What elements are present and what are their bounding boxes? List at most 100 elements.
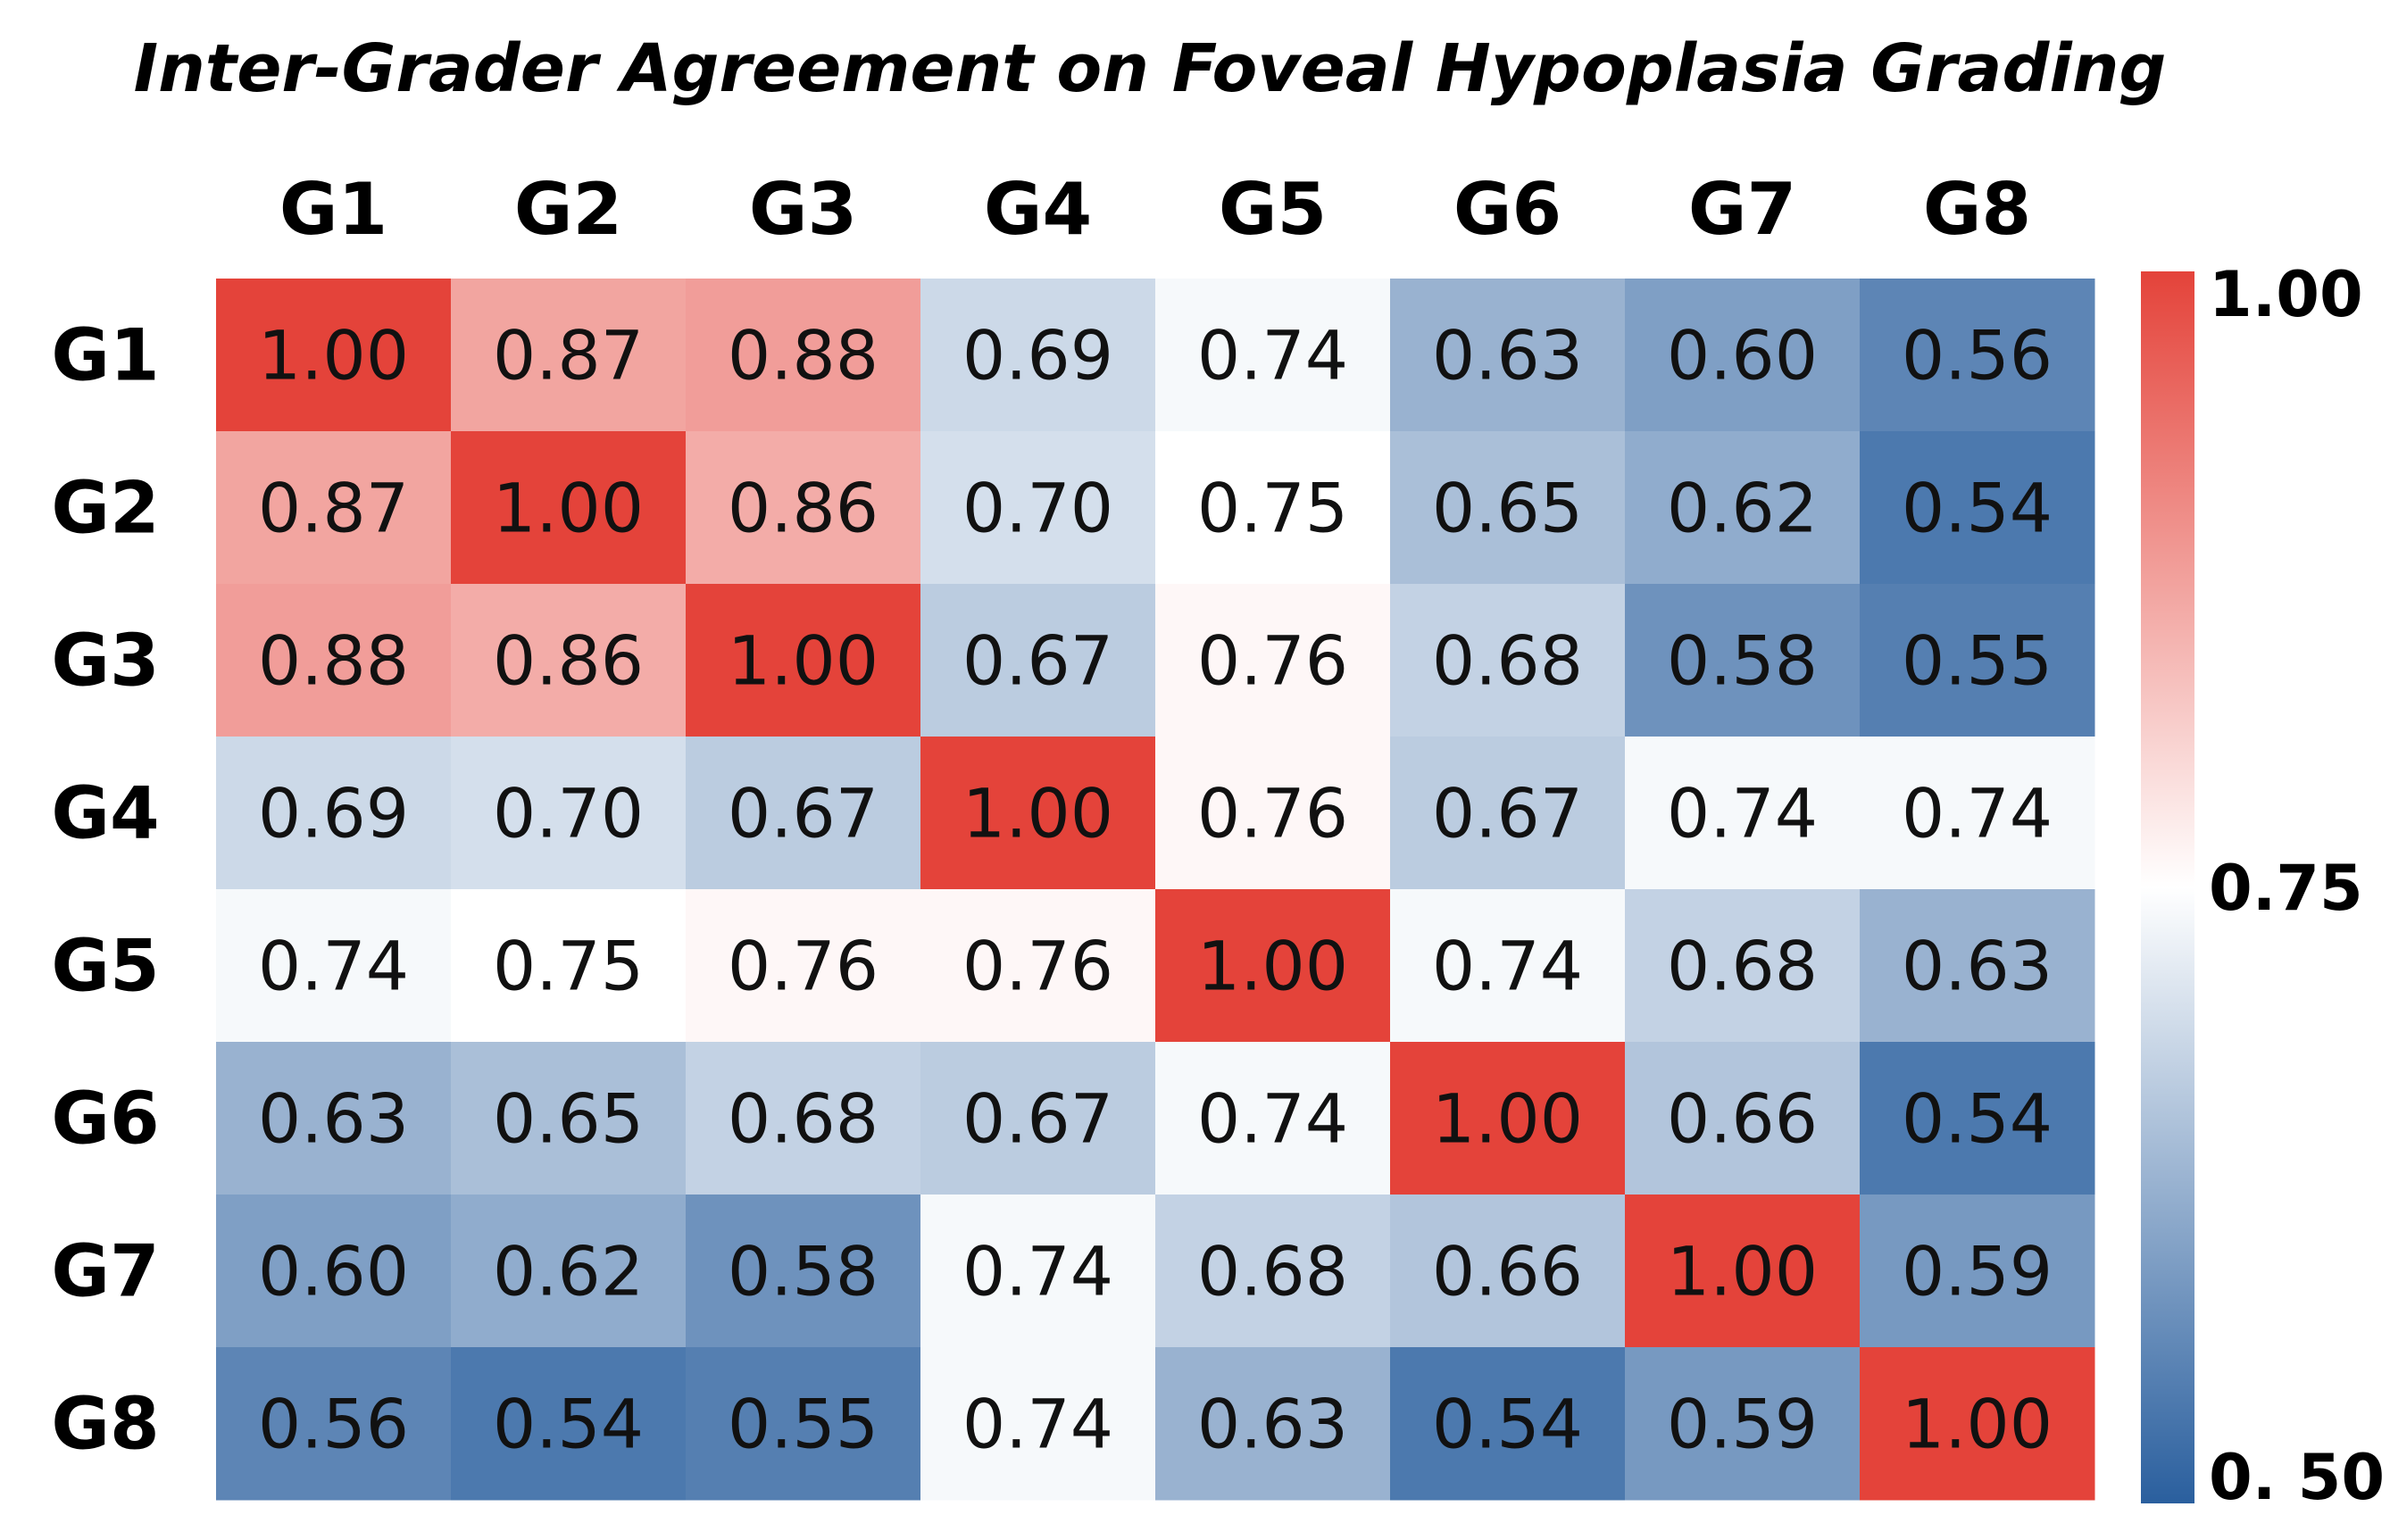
heatmap-cell — [920, 584, 1156, 737]
heatmap-cell — [1155, 737, 1391, 890]
heatmap-cell — [1625, 584, 1861, 737]
heatmap-cell — [1860, 431, 2095, 585]
cell-value-label: 1.00 — [1197, 927, 1348, 1006]
heatmap-cell — [686, 1042, 921, 1195]
column-label: G3 — [749, 168, 857, 251]
cell-value-label: 0.76 — [728, 927, 879, 1006]
cell-value-label: 0.55 — [1902, 621, 2053, 701]
cell-value-label: 0.63 — [1902, 927, 2053, 1006]
heatmap-cell — [686, 584, 921, 737]
row-label: G5 — [51, 925, 159, 1008]
heatmap-cell — [1155, 1195, 1391, 1348]
cell-value-label: 0.65 — [493, 1079, 644, 1159]
heatmap-cell — [1390, 279, 1626, 432]
cell-value-label: 1.00 — [1902, 1385, 2053, 1464]
heatmap-cell — [1390, 889, 1626, 1043]
heatmap-cell — [1860, 889, 2095, 1043]
colorbar-tick-label: 0. 50 — [2209, 1441, 2385, 1514]
cell-value-label: 0.76 — [1197, 621, 1348, 701]
column-label: G1 — [279, 168, 387, 251]
heatmap-cell — [1155, 584, 1391, 737]
cell-value-label: 0.74 — [1432, 927, 1583, 1006]
heatmap-cell — [686, 431, 921, 585]
cell-value-label: 0.86 — [493, 621, 644, 701]
heatmap-cell — [216, 889, 452, 1043]
cell-value-label: 1.00 — [962, 774, 1113, 853]
heatmap-cell — [1390, 1042, 1626, 1195]
row-label: G7 — [51, 1230, 159, 1313]
heatmap-cell — [1625, 1195, 1861, 1348]
cell-value-label: 0.63 — [258, 1079, 409, 1159]
cell-value-label: 0.59 — [1902, 1232, 2053, 1311]
cell-value-label: 0.68 — [1432, 621, 1583, 701]
cell-value-label: 1.00 — [728, 621, 879, 701]
cell-value-label: 0.88 — [258, 621, 409, 701]
heatmap-cell — [920, 1195, 1156, 1348]
cell-value-label: 0.58 — [728, 1232, 879, 1311]
row-label: G6 — [51, 1078, 159, 1161]
heatmap-cell — [1860, 1042, 2095, 1195]
column-label: G6 — [1453, 168, 1561, 251]
row-label: G3 — [51, 620, 159, 703]
heatmap-cell — [1155, 279, 1391, 432]
heatmap-cell — [1860, 737, 2095, 890]
heatmap-cell — [1860, 279, 2095, 432]
column-labels: G1 G2 G3 G4 G5 G6 G7 G8 — [279, 168, 2031, 251]
heatmap-cell — [1625, 1042, 1861, 1195]
cell-value-label: 0.74 — [258, 927, 409, 1006]
cell-value-label: 0.76 — [1197, 774, 1348, 853]
cell-value-label: 0.58 — [1667, 621, 1818, 701]
heatmap-cell — [216, 279, 452, 432]
heatmap-cell — [1625, 889, 1861, 1043]
cell-value-label: 0.74 — [1197, 1079, 1348, 1159]
cell-value-label: 1.00 — [1432, 1079, 1583, 1159]
cell-value-label: 0.76 — [962, 927, 1113, 1006]
heatmap-cell — [920, 1347, 1156, 1501]
cell-value-label: 0.87 — [493, 316, 644, 395]
heatmap-cell — [1155, 1042, 1391, 1195]
cell-value-label: 0.66 — [1667, 1079, 1818, 1159]
heatmap-cell — [1390, 1347, 1626, 1501]
heatmap-cell — [1625, 279, 1861, 432]
heatmap-cell — [686, 1347, 921, 1501]
heatmap-cell — [451, 279, 687, 432]
cell-value-label: 0.74 — [962, 1385, 1113, 1464]
heatmap-cell — [686, 1195, 921, 1348]
heatmap-cell — [1155, 1347, 1391, 1501]
heatmap-cell — [451, 431, 687, 585]
cell-value-label: 0.65 — [1432, 469, 1583, 548]
row-labels: G1 G2 G3 G4 G5 G6 G7 G8 — [51, 314, 159, 1466]
colorbar-gradient — [2141, 271, 2194, 1503]
cell-value-label: 0.87 — [258, 469, 409, 548]
heatmap-cell — [920, 737, 1156, 890]
heatmap-cell — [216, 737, 452, 890]
cell-value-label: 0.67 — [728, 774, 879, 853]
row-label: G2 — [51, 467, 159, 550]
heatmap-cell — [920, 431, 1156, 585]
heatmap-cell — [1390, 431, 1626, 585]
column-label: G7 — [1688, 168, 1796, 251]
cell-value-label: 0.70 — [962, 469, 1113, 548]
colorbar-tick-label: 0.75 — [2209, 852, 2363, 925]
cell-value-label: 0.54 — [1902, 469, 2053, 548]
heatmap-cell — [1390, 584, 1626, 737]
colorbar: 1.00 0.75 0. 50 — [2141, 258, 2385, 1514]
cell-value-label: 0.74 — [1667, 774, 1818, 853]
heatmap-cell — [1155, 889, 1391, 1043]
heatmap-cell — [451, 737, 687, 890]
heatmap-cell — [686, 889, 921, 1043]
heatmap-cell — [1860, 1195, 2095, 1348]
cell-value-label: 0.63 — [1432, 316, 1583, 395]
cell-value-label: 0.67 — [1432, 774, 1583, 853]
cell-value-label: 0.75 — [1197, 469, 1348, 548]
cell-value-label: 0.67 — [962, 621, 1113, 701]
cell-value-label: 0.56 — [258, 1385, 409, 1464]
cell-value-label: 0.74 — [962, 1232, 1113, 1311]
heatmap-cell — [451, 1347, 687, 1501]
row-label: G8 — [51, 1383, 159, 1466]
cell-value-label: 0.68 — [728, 1079, 879, 1159]
cell-value-label: 0.54 — [1902, 1079, 2053, 1159]
cell-value-label: 0.68 — [1197, 1232, 1348, 1311]
cell-value-label: 0.56 — [1902, 316, 2053, 395]
